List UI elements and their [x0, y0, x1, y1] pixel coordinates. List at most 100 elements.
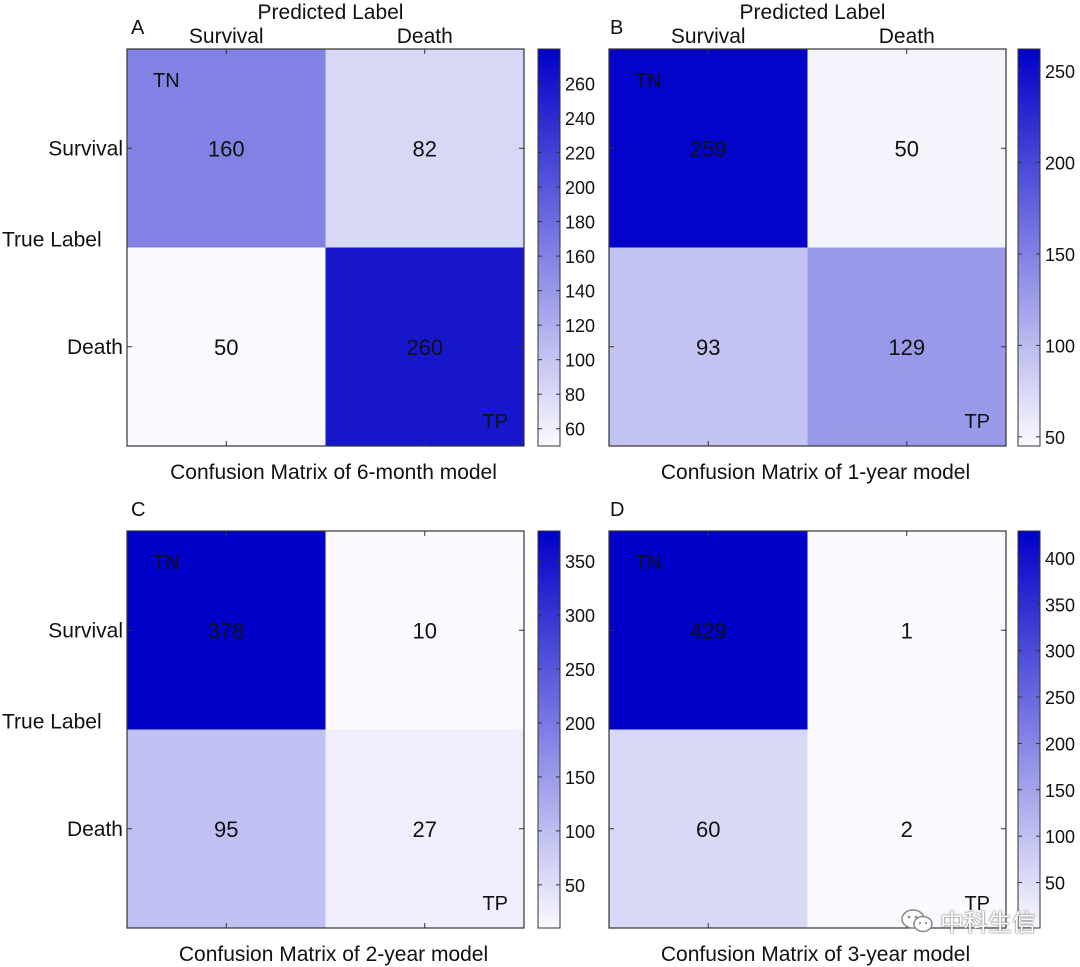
y-axis-title: True Label [2, 711, 102, 734]
panel-letter: D [610, 499, 624, 521]
colorbar-tick-label: 250 [1045, 62, 1075, 82]
cell-tag-tn: TN [153, 70, 180, 92]
y-axis-title: True Label [2, 229, 102, 252]
x-tick-label: Death [397, 25, 453, 48]
matrix-cell [127, 531, 326, 730]
cell-value: 129 [888, 335, 925, 360]
x-tick-label: Survival [671, 25, 746, 48]
colorbar-tick-label: 200 [565, 714, 595, 734]
cell-tag-tn: TN [635, 552, 662, 574]
chart-title: Confusion Matrix of 2-year model [179, 943, 488, 966]
matrix-cell [325, 531, 524, 730]
matrix-cell [807, 531, 1006, 730]
y-tick-label: Survival [48, 137, 123, 160]
colorbar-tick-label: 250 [565, 660, 595, 680]
matrix-cell [325, 729, 524, 928]
colorbar-tick-label: 260 [565, 75, 595, 95]
matrix-cell [807, 49, 1006, 248]
colorbar-tick-label: 60 [565, 420, 585, 440]
colorbar-tick-label: 120 [565, 316, 595, 336]
colorbar-tick-label: 150 [565, 768, 595, 788]
cell-value: 82 [413, 136, 437, 161]
x-axis-title: Predicted Label [740, 1, 886, 24]
cell-tag-tn: TN [153, 552, 180, 574]
colorbar-tick-label: 240 [565, 109, 595, 129]
matrix-cell [609, 729, 808, 928]
colorbar-tick-label: 220 [565, 144, 595, 164]
cell-value: 60 [696, 817, 720, 842]
cell-value: 93 [696, 335, 720, 360]
colorbar-tick-label: 350 [1045, 595, 1075, 615]
colorbar [1017, 530, 1041, 929]
matrix-cell [127, 247, 326, 446]
cell-value: 10 [413, 618, 437, 643]
colorbar-tick-label: 200 [565, 178, 595, 198]
chart-title: Confusion Matrix of 6-month model [170, 461, 497, 484]
matrix-frame [126, 48, 525, 447]
matrix-cell [127, 49, 326, 248]
colorbar-tick-label: 180 [565, 213, 595, 233]
cell-value: 259 [690, 136, 727, 161]
colorbar-tick-label: 50 [1045, 428, 1065, 448]
colorbar-tick-label: 50 [1045, 874, 1065, 894]
cell-tag-tp: TP [964, 411, 990, 433]
wechat-icon [901, 908, 933, 932]
matrix-cell [127, 729, 326, 928]
cell-tag-tp: TP [482, 893, 508, 915]
colorbar-tick-label: 100 [565, 822, 595, 842]
colorbar-tick-label: 100 [565, 351, 595, 371]
colorbar-tick-label: 100 [1045, 336, 1075, 356]
cell-tag-tn: TN [635, 70, 662, 92]
cell-value: 50 [214, 335, 238, 360]
panel-letter: B [610, 17, 623, 39]
colorbar-tick-label: 100 [1045, 827, 1075, 847]
cell-value: 429 [690, 618, 727, 643]
y-tick-label: Death [67, 336, 123, 359]
cell-value: 50 [895, 136, 919, 161]
y-tick-label: Death [67, 818, 123, 841]
colorbar-tick-label: 300 [1045, 642, 1075, 662]
colorbar-tick-label: 150 [1045, 781, 1075, 801]
x-tick-label: Survival [189, 25, 264, 48]
colorbar-tick-label: 300 [565, 606, 595, 626]
colorbar-tick-label: 400 [1045, 549, 1075, 569]
chart-title: Confusion Matrix of 1-year model [661, 461, 970, 484]
colorbar-tick-label: 140 [565, 282, 595, 302]
colorbar-tick-label: 200 [1045, 734, 1075, 754]
colorbar-tick-label: 80 [565, 385, 585, 405]
matrix-cell [609, 531, 808, 730]
matrix-frame [608, 48, 1007, 447]
colorbar-tick-label: 200 [1045, 153, 1075, 173]
watermark-text: 中科生信 [940, 909, 1036, 937]
colorbar-tick-label: 160 [565, 247, 595, 267]
cell-value: 260 [406, 335, 443, 360]
cell-value: 160 [208, 136, 245, 161]
cell-value: 1 [901, 618, 913, 643]
colorbar [537, 530, 561, 929]
colorbar-tick-label: 150 [1045, 245, 1075, 265]
x-tick-label: Death [879, 25, 935, 48]
watermark: 中科生信 [900, 903, 1036, 938]
matrix-frame [608, 530, 1007, 929]
matrix-cell [807, 729, 1006, 928]
panel-letter: C [131, 499, 145, 521]
matrix-frame [126, 530, 525, 929]
cell-value: 27 [413, 817, 437, 842]
cell-tag-tp: TP [964, 893, 990, 915]
chart-title: Confusion Matrix of 3-year model [661, 943, 970, 966]
colorbar-tick-label: 350 [565, 552, 595, 572]
panel-letter: A [131, 17, 145, 39]
matrix-cell [609, 247, 808, 446]
cell-value: 95 [214, 817, 238, 842]
y-tick-label: Survival [48, 619, 123, 642]
panel-c: C 378 TN 10 95 27 TP Survival Death True Label Con… [2, 499, 595, 966]
matrix-cell [325, 49, 524, 248]
x-axis-title: Predicted Label [258, 1, 404, 24]
panel-d: D 429 TN 1 60 2 TP Confusion Matrix of 3-year m… [608, 499, 1075, 966]
colorbar [1017, 48, 1041, 447]
colorbar-tick-label: 50 [565, 876, 585, 896]
matrix-cell [325, 247, 524, 446]
